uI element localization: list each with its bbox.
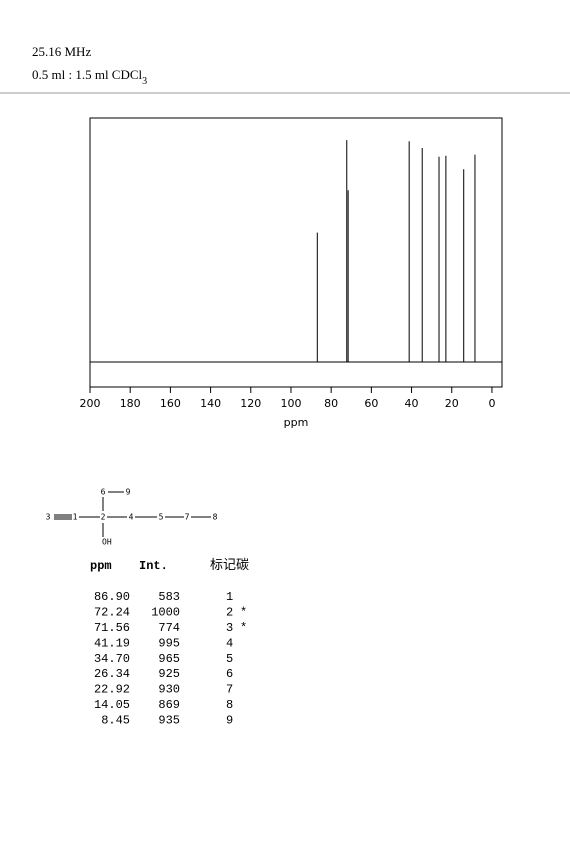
x-tick-label: 140 <box>200 397 221 410</box>
x-tick-label: 20 <box>445 397 459 410</box>
x-tick-label: 160 <box>160 397 181 410</box>
table-cell: 3 <box>226 621 233 635</box>
table-cell: 965 <box>158 652 180 666</box>
table-cell: 4 <box>226 636 233 650</box>
table-cell: 26.34 <box>94 667 130 681</box>
table-cell: 86.90 <box>94 590 130 604</box>
atom-label: 9 <box>126 488 131 497</box>
atom-label: 6 <box>101 488 106 497</box>
atom-label: 8 <box>213 513 218 522</box>
atom-label: 5 <box>159 513 164 522</box>
atom-label: 2 <box>101 513 106 522</box>
table-cell: 22.92 <box>94 683 130 697</box>
table-cell: 995 <box>158 636 180 650</box>
atom-label: OH <box>102 538 112 547</box>
table-cell: 8.45 <box>101 713 130 727</box>
table-cell: 9 <box>226 713 233 727</box>
solvent-subscript: 3 <box>142 76 147 87</box>
structure: 3 1 2 4 5 7 8 6 9 OH <box>46 488 218 547</box>
table-cell: 935 <box>158 713 180 727</box>
x-tick-label: 100 <box>280 397 301 410</box>
table-cell: 1 <box>226 590 233 604</box>
table-cell: 869 <box>158 698 180 712</box>
table-cell: 8 <box>226 698 233 712</box>
column-header: 标记碳 <box>210 557 249 572</box>
atom-label: 3 <box>46 513 51 522</box>
atom-label: 1 <box>73 513 78 522</box>
x-tick-label: 120 <box>240 397 261 410</box>
frequency: 25.16 MHz <box>32 44 91 59</box>
plot-frame <box>89 117 503 388</box>
table-cell: 930 <box>158 683 180 697</box>
table-cell: 72.24 <box>94 606 130 620</box>
table-cell: 6 <box>226 667 233 681</box>
table-cell: 7 <box>226 683 233 697</box>
x-tick-label: 60 <box>364 397 378 410</box>
atom-label: 7 <box>185 513 190 522</box>
solvent-text: 0.5 ml : 1.5 ml CDCl <box>32 67 143 82</box>
table-cell: 1000 <box>151 606 180 620</box>
column-header: Int. <box>139 559 168 573</box>
table-cell: * <box>240 606 247 620</box>
table-cell: 2 <box>226 606 233 620</box>
table-cell: 583 <box>158 590 180 604</box>
table-cell: 5 <box>226 652 233 666</box>
table-cell: * <box>240 621 247 635</box>
table-cell: 71.56 <box>94 621 130 635</box>
x-tick-label: 180 <box>120 397 141 410</box>
table-cell: 925 <box>158 667 180 681</box>
atom-label: 4 <box>129 513 134 522</box>
table-cell: 774 <box>158 621 180 635</box>
x-axis-label: ppm <box>284 416 309 429</box>
table-cell: 34.70 <box>94 652 130 666</box>
x-tick-label: 0 <box>488 397 495 410</box>
x-tick-label: 200 <box>80 397 101 410</box>
table-cell: 41.19 <box>94 636 130 650</box>
x-tick-label: 40 <box>405 397 419 410</box>
solvent: 0.5 ml : 1.5 ml CDCl3 <box>32 67 147 87</box>
table-cell: 14.05 <box>94 698 130 712</box>
column-header: ppm <box>90 559 112 573</box>
x-tick-label: 80 <box>324 397 338 410</box>
